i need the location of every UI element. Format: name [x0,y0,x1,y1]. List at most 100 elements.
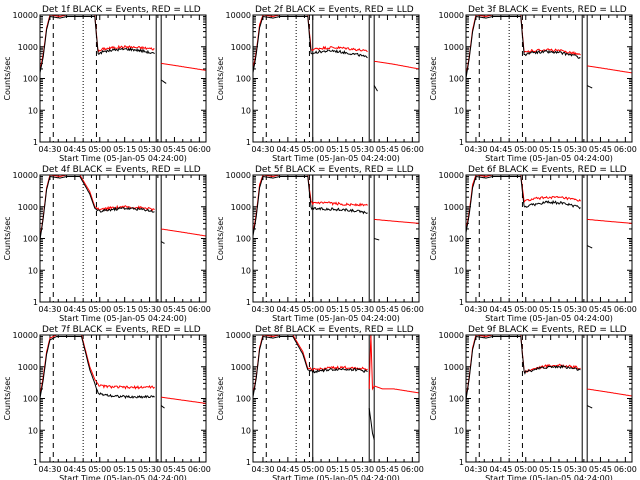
x-tick-label: 05:45 [163,305,186,314]
panel-title: Det 8f BLACK = Events, RED = LLD [255,325,414,335]
y-tick-label: 100 [23,395,38,404]
x-tick-label: 05:30 [138,465,161,474]
y-tick-label: 10000 [439,171,464,180]
y-tick-label: 10 [454,266,464,275]
x-tick-label: 06:00 [614,305,637,314]
x-tick-label: 05:15 [539,305,562,314]
y-tick-label: 10 [241,266,251,275]
x-tick-label: 04:30 [38,145,61,154]
events-series-line [586,85,593,89]
detector-panel: Det 8f BLACK = Events, RED = LLD Counts/s… [216,325,424,480]
x-tick-label: 05:00 [514,465,537,474]
x-tick-label: 05:30 [351,145,374,154]
panel-title: Det 3f BLACK = Events, RED = LLD [468,5,627,15]
y-axis-label: Counts/sec [216,376,225,420]
lld-series-line [161,396,206,404]
y-tick-label: 10 [454,426,464,435]
x-tick-label: 05:15 [113,145,136,154]
x-tick-label: 06:00 [614,145,637,154]
y-tick-label: 100 [236,75,251,84]
x-tick-label: 05:15 [326,465,349,474]
x-tick-label: 05:45 [376,305,399,314]
panel-title: Det 2f BLACK = Events, RED = LLD [255,5,414,15]
panel-title: Det 9f BLACK = Events, RED = LLD [468,325,627,335]
plot-frame [39,334,207,463]
x-tick-label: 05:30 [564,305,587,314]
plot-frame [39,174,207,303]
x-tick-label: 04:30 [251,305,274,314]
detector-panel: Det 2f BLACK = Events, RED = LLD Counts/s… [216,5,424,163]
lld-series-line [466,175,581,231]
x-tick-label: 06:00 [401,145,424,154]
x-tick-label: 04:45 [276,305,299,314]
panel-title: Det 4f BLACK = Events, RED = LLD [42,165,201,175]
x-tick-label: 06:00 [401,465,424,474]
y-tick-label: 10000 [13,331,38,340]
x-tick-label: 05:15 [539,145,562,154]
x-axis-label: Start Time (05-Jan-05 04:24:00) [272,154,400,163]
y-tick-label: 10 [454,106,464,115]
x-tick-label: 06:00 [401,305,424,314]
y-tick-label: 1 [246,138,251,147]
y-tick-label: 10000 [13,11,38,20]
x-tick-label: 05:15 [326,305,349,314]
y-tick-label: 1000 [18,363,38,372]
x-tick-label: 05:45 [589,465,612,474]
x-tick-label: 04:30 [251,465,274,474]
lld-series-line [161,62,206,71]
events-series-line [40,15,155,73]
lld-series-line [40,175,155,239]
x-axis-label: Start Time (05-Jan-05 04:24:00) [59,314,187,323]
events-series-line [466,15,581,79]
y-tick-label: 10 [28,266,38,275]
x-tick-label: 05:00 [88,145,111,154]
y-axis-label: Counts/sec [3,56,12,100]
lld-series-line [253,335,368,395]
y-tick-label: 100 [449,235,464,244]
x-tick-label: 06:00 [188,145,211,154]
x-tick-label: 04:45 [489,305,512,314]
panel-title: Det 1f BLACK = Events, RED = LLD [42,5,201,15]
y-tick-label: 10000 [226,11,251,20]
lld-series-line [587,218,632,224]
x-tick-label: 05:00 [301,305,324,314]
x-tick-label: 05:00 [301,465,324,474]
x-tick-label: 05:15 [113,465,136,474]
x-tick-label: 05:30 [351,465,374,474]
plot-frame [252,334,420,463]
x-tick-label: 05:30 [351,305,374,314]
events-series-line [40,175,155,241]
y-tick-label: 10000 [226,171,251,180]
y-tick-label: 1000 [18,203,38,212]
x-tick-label: 05:00 [301,145,324,154]
lld-series-line [587,65,632,74]
lld-series-line [161,228,206,237]
x-tick-label: 05:00 [88,305,111,314]
events-series-line [466,175,581,233]
lld-series-line [368,335,419,394]
y-tick-label: 100 [236,395,251,404]
x-tick-label: 05:45 [589,145,612,154]
y-tick-label: 1000 [444,43,464,52]
x-tick-label: 05:45 [163,145,186,154]
x-tick-label: 04:30 [464,305,487,314]
y-tick-label: 1000 [18,43,38,52]
events-series-line [373,85,378,92]
x-tick-label: 05:15 [539,465,562,474]
plot-frame [39,14,207,143]
x-tick-label: 06:00 [188,465,211,474]
panel-title: Det 6f BLACK = Events, RED = LLD [468,165,627,175]
x-tick-label: 05:30 [138,305,161,314]
y-tick-label: 100 [23,75,38,84]
y-tick-label: 100 [23,235,38,244]
x-tick-label: 05:00 [514,305,537,314]
x-tick-label: 05:45 [376,465,399,474]
events-series-line [40,336,155,400]
lld-series-line [253,175,368,233]
events-series-line [586,405,593,409]
y-tick-label: 10000 [439,11,464,20]
x-tick-label: 04:30 [464,145,487,154]
panel-title: Det 7f BLACK = Events, RED = LLD [42,325,201,335]
